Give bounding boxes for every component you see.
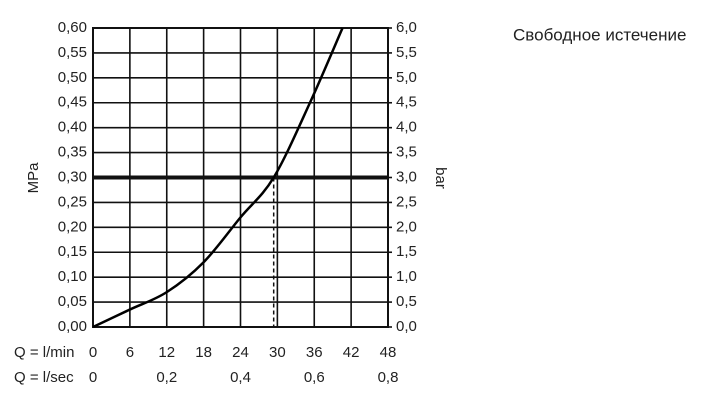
x-tick-label: 48 — [380, 344, 397, 361]
x-tick-label: 12 — [158, 344, 175, 361]
y2-axis-label: bar — [432, 167, 449, 189]
y-tick-label: 0,40 — [58, 119, 87, 136]
y2-tick-label: 3,5 — [396, 144, 417, 161]
x-axis-label: Q = l/min — [14, 344, 74, 361]
y2-tick-label: 2,0 — [396, 218, 417, 235]
y-tick-label: 0,50 — [58, 69, 87, 86]
y-tick-label: 0,30 — [58, 168, 87, 185]
y2-tick-label: 1,0 — [396, 268, 417, 285]
y2-tick-label: 2,5 — [396, 193, 417, 210]
x2-axis-label: Q = l/sec — [14, 369, 74, 386]
chart-title: Свободное истечение — [513, 25, 686, 44]
x2-tick-label: 0,6 — [304, 369, 325, 386]
y2-tick-label: 4,0 — [396, 119, 417, 136]
y2-tick-label: 0,0 — [396, 318, 417, 335]
y2-tick-label: 6,0 — [396, 19, 417, 36]
y2-tick-label: 5,5 — [396, 44, 417, 61]
x2-tick-label: 0 — [89, 369, 97, 386]
x2-tick-label: 0,8 — [378, 369, 399, 386]
y-tick-label: 0,20 — [58, 218, 87, 235]
x-tick-label: 0 — [89, 344, 97, 361]
y2-tick-label: 1,5 — [396, 243, 417, 260]
x-tick-label: 36 — [306, 344, 323, 361]
x2-tick-label: 0,4 — [230, 369, 251, 386]
x-tick-label: 42 — [343, 344, 360, 361]
x-tick-label: 30 — [269, 344, 286, 361]
y-tick-label: 0,45 — [58, 94, 87, 111]
y-tick-label: 0,00 — [58, 318, 87, 335]
y-tick-label: 0,15 — [58, 243, 87, 260]
y-axis-label: MPa — [25, 162, 42, 194]
y-tick-label: 0,05 — [58, 293, 87, 310]
y2-tick-label: 0,5 — [396, 293, 417, 310]
y2-tick-label: 3,0 — [396, 168, 417, 185]
x-tick-label: 6 — [126, 344, 134, 361]
y-tick-label: 0,10 — [58, 268, 87, 285]
x2-tick-label: 0,2 — [156, 369, 177, 386]
x-tick-label: 24 — [232, 344, 249, 361]
y-tick-label: 0,35 — [58, 144, 87, 161]
y-tick-label: 0,60 — [58, 19, 87, 36]
y-tick-label: 0,25 — [58, 193, 87, 210]
y2-tick-label: 4,5 — [396, 94, 417, 111]
y-tick-label: 0,55 — [58, 44, 87, 61]
x-tick-label: 18 — [195, 344, 212, 361]
curve — [92, 27, 344, 329]
y2-tick-label: 5,0 — [396, 69, 417, 86]
